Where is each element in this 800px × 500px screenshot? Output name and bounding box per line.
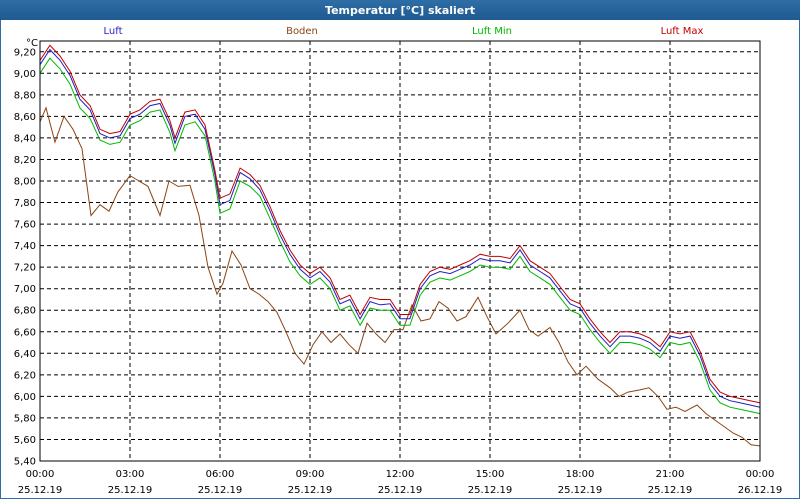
- y-tick-label: 8,40: [14, 133, 36, 144]
- x-tick-time: 15:00: [476, 469, 505, 480]
- x-tick-time: 00:00: [26, 469, 55, 480]
- x-tick-time: 06:00: [206, 469, 235, 480]
- y-tick-label: 7,20: [14, 263, 36, 274]
- y-tick-label: 8,60: [14, 112, 36, 123]
- series-lines: [39, 44, 761, 447]
- legend: Luft Boden Luft Min Luft Max: [104, 26, 704, 37]
- legend-entry-luft-min: Luft Min: [472, 26, 512, 37]
- x-tick-date: 25.12.19: [378, 485, 423, 496]
- x-tick-date: 25.12.19: [558, 485, 603, 496]
- series-line-luft-min: [39, 57, 761, 415]
- chart-title: Temperatur [°C] skaliert: [0, 0, 800, 20]
- x-tick-date: 25.12.19: [468, 485, 513, 496]
- x-tick-date: 25.12.19: [198, 485, 243, 496]
- y-tick-label: 6,00: [14, 392, 36, 403]
- x-tick-time: 18:00: [566, 469, 595, 480]
- y-tick-label: 8,20: [14, 155, 36, 166]
- y-tick-label: 5,40: [14, 457, 36, 468]
- y-tick-label: 7,60: [14, 220, 36, 231]
- x-tick-date: 25.12.19: [18, 485, 63, 496]
- x-tick-time: 21:00: [656, 469, 685, 480]
- y-tick-label: 9,20: [14, 47, 36, 58]
- y-tick-label: 6,20: [14, 370, 36, 381]
- plot-border: [39, 40, 761, 462]
- series-line-boden: [39, 106, 761, 447]
- legend-entry-luft-max: Luft Max: [661, 26, 704, 37]
- x-tick-date: 25.12.19: [288, 485, 333, 496]
- y-tick-label: 7,80: [14, 198, 36, 209]
- legend-entry-luft: Luft: [104, 26, 123, 37]
- x-tick-date: 25.12.19: [648, 485, 693, 496]
- y-tick-label: 6,60: [14, 327, 36, 338]
- y-tick-label: 7,40: [14, 241, 36, 252]
- grid: [40, 41, 760, 462]
- y-tick-label: 6,40: [14, 349, 36, 360]
- legend-entry-boden: Boden: [286, 26, 318, 37]
- y-tick-label: 8,00: [14, 177, 36, 188]
- x-tick-time: 03:00: [116, 469, 145, 480]
- x-tick-time: 12:00: [386, 469, 415, 480]
- y-tick-label: 9,00: [14, 69, 36, 80]
- x-tick-date: 26.12.19: [738, 485, 783, 496]
- x-tick-date: 25.12.19: [108, 485, 153, 496]
- y-tick-label: 6,80: [14, 306, 36, 317]
- y-tick-label: 5,60: [14, 435, 36, 446]
- x-tick-time: 00:00: [746, 469, 775, 480]
- axes: 5,40 5,60 5,80 6,00 6,20 6,40 6,60 6,80 7,00 7,20…: [14, 38, 783, 496]
- series-line-luft-max: [39, 44, 761, 404]
- y-tick-label: 7,00: [14, 284, 36, 295]
- y-axis-unit: °C: [26, 38, 38, 49]
- y-tick-label: 5,80: [14, 413, 36, 424]
- series-line-luft: [39, 48, 761, 408]
- x-tick-time: 09:00: [296, 469, 325, 480]
- y-tick-label: 8,80: [14, 90, 36, 101]
